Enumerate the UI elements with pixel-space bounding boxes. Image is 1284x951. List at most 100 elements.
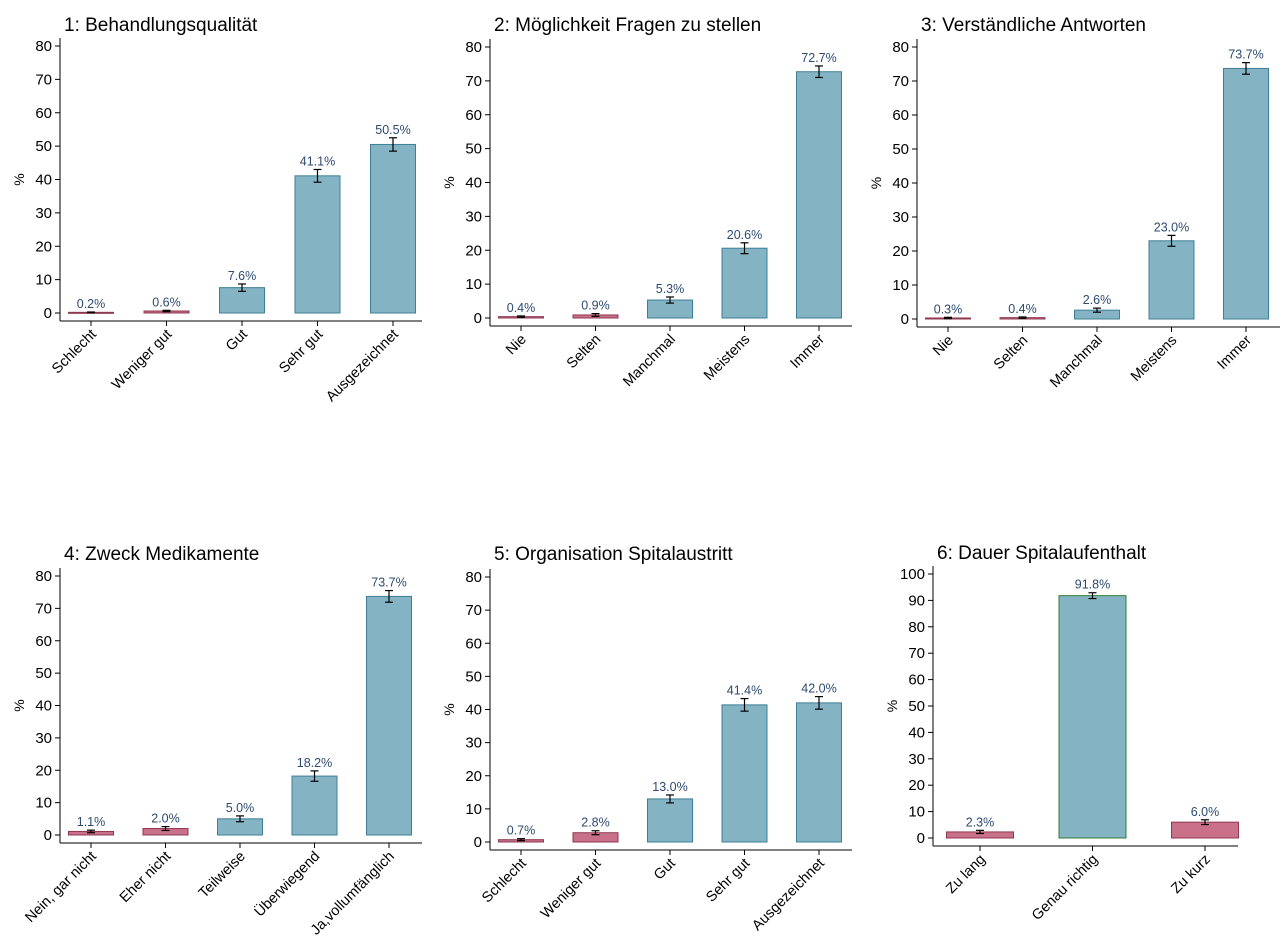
x-tick-label: Ausgezeichnet: [323, 327, 402, 406]
data-label: 0.6%: [152, 295, 181, 309]
y-tick-label: 50: [465, 141, 482, 158]
y-tick-label: 0: [44, 827, 52, 844]
chart-title: 4: Zweck Medikamente: [64, 544, 259, 565]
chart-title: 6: Dauer Spitalaufenthalt: [937, 543, 1147, 564]
x-tick-label: Meistens: [701, 332, 753, 384]
y-axis-label: %: [868, 177, 884, 189]
y-tick-label: 0: [474, 310, 482, 327]
data-label: 41.1%: [300, 154, 335, 168]
data-label: 23.0%: [1154, 220, 1189, 234]
x-tick-label: Nie: [930, 333, 957, 360]
bar: [291, 775, 338, 836]
data-label: 2.3%: [966, 815, 995, 829]
x-tick-label: Nie: [503, 332, 530, 359]
y-tick-label: 70: [465, 73, 482, 90]
y-tick-label: 30: [908, 751, 925, 768]
data-label: 0.4%: [1008, 302, 1037, 316]
y-tick-label: 70: [35, 600, 52, 617]
y-tick-label: 10: [35, 272, 52, 289]
x-tick-label: Manchmal: [1047, 333, 1106, 392]
x-tick-label: Ja,vollumfänglich: [308, 849, 398, 939]
y-tick-label: 90: [908, 592, 925, 609]
chart-panel-1: 1: Behandlungsqualität 0 10 20 30 40 50 60 70 80%…: [11, 15, 422, 405]
chart-title: 5: Organisation Spitalaustritt: [494, 544, 733, 565]
chart-panel-5: 5: Organisation Spitalaustritt 0 10 20 30 40 5…: [441, 544, 852, 934]
data-label: 91.8%: [1075, 578, 1110, 592]
bar: [796, 71, 842, 319]
y-tick-label: 80: [908, 619, 925, 636]
data-label: 5.3%: [656, 282, 685, 296]
bar: [647, 798, 693, 843]
bar: [366, 595, 412, 836]
y-tick-label: 30: [35, 730, 52, 747]
y-tick-label: 50: [465, 668, 482, 685]
x-tick-label: Ausgezeichnet: [749, 856, 828, 935]
chart-panel-6: 6: Dauer Spitalaufenthalt 0 10 20 30 40 50 60 70…: [884, 543, 1239, 924]
y-tick-label: 10: [892, 277, 909, 294]
data-label: 41.4%: [727, 684, 762, 698]
data-label: 42.0%: [801, 682, 836, 696]
data-label: 73.7%: [371, 576, 406, 590]
chart-panel-3: 3: Verständliche Antworten 0 10 20 30 40 50 60 7…: [868, 15, 1280, 391]
x-tick-label: Manchmal: [620, 332, 679, 391]
y-tick-label: 60: [465, 635, 482, 652]
y-axis-label: %: [441, 703, 457, 715]
y-tick-label: 40: [35, 172, 52, 189]
chart-title: 3: Verständliche Antworten: [921, 15, 1146, 36]
bar: [796, 702, 842, 843]
data-label: 2.0%: [151, 812, 180, 826]
data-label: 1.1%: [77, 815, 106, 829]
data-label: 2.6%: [1083, 293, 1112, 307]
y-tick-label: 20: [35, 762, 52, 779]
y-tick-label: 20: [465, 242, 482, 259]
y-tick-label: 40: [35, 698, 52, 715]
y-tick-label: 30: [465, 735, 482, 752]
data-label: 0.2%: [77, 297, 106, 311]
y-tick-label: 10: [908, 804, 925, 821]
y-tick-label: 20: [908, 777, 925, 794]
y-tick-label: 50: [892, 141, 909, 158]
data-label: 72.7%: [801, 51, 836, 65]
data-label: 7.6%: [228, 269, 257, 283]
x-tick-label: Zu kurz: [1168, 852, 1213, 897]
x-tick-label: Schlecht: [479, 856, 530, 907]
y-tick-label: 10: [35, 795, 52, 812]
y-tick-label: 100: [900, 566, 925, 583]
data-label: 18.2%: [297, 756, 332, 770]
x-tick-label: Eher nicht: [117, 849, 174, 906]
x-tick-label: Nein, gar nicht: [22, 849, 99, 926]
x-tick-label: Meistens: [1128, 333, 1180, 385]
data-label: 20.6%: [727, 228, 762, 242]
y-tick-label: 10: [465, 276, 482, 293]
y-tick-label: 70: [908, 645, 925, 662]
y-tick-label: 60: [35, 633, 52, 650]
y-tick-label: 60: [35, 105, 52, 122]
y-tick-label: 0: [474, 834, 482, 851]
y-tick-label: 60: [908, 672, 925, 689]
y-tick-label: 20: [892, 243, 909, 260]
data-label: 0.9%: [581, 299, 610, 313]
y-axis-label: %: [884, 700, 900, 712]
bar: [1223, 67, 1269, 320]
bar: [721, 247, 768, 319]
y-tick-label: 40: [908, 724, 925, 741]
y-tick-label: 80: [465, 569, 482, 586]
data-label: 6.0%: [1191, 805, 1220, 819]
y-tick-label: 60: [892, 107, 909, 124]
y-tick-label: 80: [35, 568, 52, 585]
y-tick-label: 40: [465, 175, 482, 192]
bar: [294, 175, 341, 314]
data-label: 2.8%: [581, 816, 610, 830]
y-tick-label: 30: [892, 209, 909, 226]
x-tick-label: Schlecht: [49, 327, 100, 378]
x-tick-label: Sehr gut: [703, 856, 753, 906]
x-tick-label: Selten: [564, 332, 604, 372]
x-tick-label: Selten: [991, 333, 1031, 373]
data-label: 73.7%: [1228, 48, 1263, 62]
x-tick-label: Überwiegend: [250, 847, 323, 920]
y-tick-label: 70: [892, 73, 909, 90]
y-tick-label: 50: [908, 698, 925, 715]
data-label: 0.3%: [934, 302, 963, 316]
y-tick-label: 50: [35, 665, 52, 682]
